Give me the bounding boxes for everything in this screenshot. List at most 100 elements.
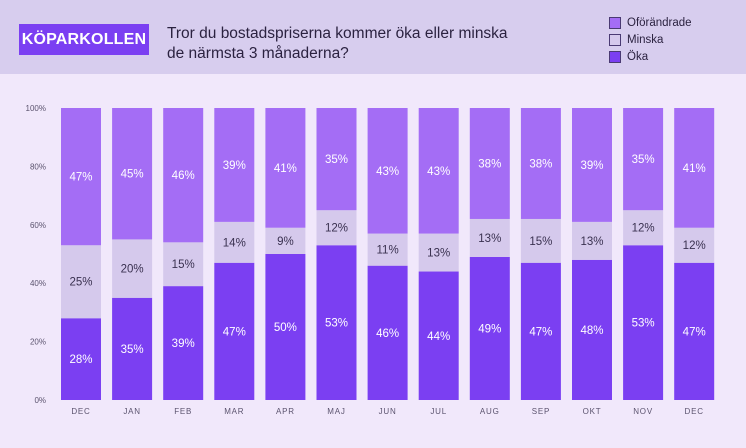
x-tick-label: APR xyxy=(276,407,295,416)
legend-swatch-minska xyxy=(609,33,621,46)
x-tick-label: MAJ xyxy=(327,407,345,416)
data-label-oforandrade: 43% xyxy=(427,166,450,178)
data-label-minska: 9% xyxy=(277,236,294,248)
bar-segment-oforandrade xyxy=(367,108,408,234)
data-label-oka: 48% xyxy=(580,325,603,337)
data-label-oka: 47% xyxy=(223,326,246,338)
bar-segment-oforandrade xyxy=(623,108,664,211)
bar-segment-oforandrade xyxy=(316,108,357,211)
x-tick-label: MAR xyxy=(224,407,244,416)
legend-label-oka: Öka xyxy=(627,50,649,63)
data-label-minska: 14% xyxy=(223,237,246,249)
bar-segment-oka xyxy=(61,318,101,400)
data-label-oforandrade: 41% xyxy=(274,163,297,175)
bar-segment-minska xyxy=(163,242,204,287)
data-label-minska: 12% xyxy=(632,223,655,235)
data-label-oka: 49% xyxy=(478,323,501,335)
y-tick-label: 60% xyxy=(30,221,46,230)
bar-segment-minska xyxy=(623,210,664,246)
data-label-oka: 35% xyxy=(121,344,144,356)
x-tick-label: JUN xyxy=(379,407,397,416)
bar-segment-minska xyxy=(214,221,255,263)
bar-segment-oka xyxy=(418,271,459,400)
data-label-oka: 50% xyxy=(274,322,297,334)
data-label-oforandrade: 47% xyxy=(69,172,92,184)
bar-segment-minska xyxy=(674,227,715,263)
data-label-oka: 46% xyxy=(376,328,399,340)
x-tick-label: DEC xyxy=(71,407,90,416)
data-label-oforandrade: 39% xyxy=(580,160,603,172)
data-label-oforandrade: 35% xyxy=(632,154,655,166)
bar-segment-minska xyxy=(572,221,612,260)
bar-segment-oka xyxy=(572,259,612,400)
x-tick-label: AUG xyxy=(480,407,500,416)
legend-swatch-oforandrade xyxy=(609,16,621,29)
legend-item-minska: Minska xyxy=(609,31,692,48)
x-tick-label: DEC xyxy=(685,407,704,416)
x-tick-label: NOV xyxy=(633,407,653,416)
bar-segment-minska xyxy=(520,218,561,263)
y-tick-label: 0% xyxy=(34,396,46,405)
legend-label-oforandrade: Oförändrade xyxy=(627,16,692,29)
y-tick-label: 80% xyxy=(30,162,46,171)
bar-segment-minska xyxy=(316,210,357,246)
data-label-minska: 11% xyxy=(377,245,399,257)
bar-segment-oka xyxy=(214,262,255,400)
legend-label-minska: Minska xyxy=(627,33,664,46)
data-label-oka: 53% xyxy=(325,318,348,330)
data-label-oka: 44% xyxy=(427,331,450,343)
data-label-minska: 13% xyxy=(580,236,603,248)
bar-segment-minska xyxy=(61,245,101,319)
bar-segment-oforandrade xyxy=(418,108,459,234)
data-label-minska: 25% xyxy=(69,277,92,289)
data-label-oforandrade: 41% xyxy=(683,163,706,175)
y-tick-label: 100% xyxy=(26,104,46,113)
bar-segment-oforandrade xyxy=(520,108,561,219)
data-label-minska: 12% xyxy=(683,240,706,252)
bar-segment-oka xyxy=(674,262,715,400)
data-label-oforandrade: 38% xyxy=(529,158,552,170)
data-label-minska: 15% xyxy=(172,259,195,271)
data-label-oforandrade: 45% xyxy=(121,169,144,181)
bar-segment-minska xyxy=(469,218,510,257)
data-label-oforandrade: 46% xyxy=(172,170,195,182)
bar-segment-oforandrade xyxy=(214,108,255,222)
chart-legend: Oförändrade Minska Öka xyxy=(609,14,692,65)
bar-segment-minska xyxy=(418,233,459,272)
bar-segment-oforandrade xyxy=(469,108,510,219)
bar-segment-oforandrade xyxy=(572,108,612,222)
data-label-oka: 28% xyxy=(69,354,92,366)
data-label-oka: 47% xyxy=(683,326,706,338)
data-label-minska: 13% xyxy=(427,248,450,260)
data-label-minska: 20% xyxy=(121,264,144,276)
header-banner: KÖPARKOLLEN Tror du bostadspriserna komm… xyxy=(0,0,746,74)
bar-segment-oka xyxy=(469,256,510,400)
bar-segment-oka xyxy=(112,297,153,400)
legend-item-oforandrade: Oförändrade xyxy=(609,14,692,31)
data-label-oforandrade: 43% xyxy=(376,166,399,178)
x-tick-label: FEB xyxy=(174,407,192,416)
x-tick-label: JAN xyxy=(123,407,141,416)
legend-item-oka: Öka xyxy=(609,48,692,65)
bar-segment-minska xyxy=(265,227,306,254)
data-label-oka: 53% xyxy=(632,318,655,330)
bar-segment-oforandrade xyxy=(61,108,101,246)
bar-segment-oka xyxy=(163,286,204,400)
x-tick-label: SEP xyxy=(532,407,550,416)
data-label-minska: 13% xyxy=(478,233,501,245)
bar-segment-oka xyxy=(623,245,664,400)
chart-title: Tror du bostadspriserna kommer öka eller… xyxy=(167,24,547,64)
bar-segment-oforandrade xyxy=(163,108,204,243)
x-tick-label: OKT xyxy=(583,407,602,416)
bar-segment-oforandrade xyxy=(674,108,715,228)
bar-segment-oka xyxy=(367,265,408,400)
y-tick-label: 40% xyxy=(30,279,46,288)
data-label-minska: 15% xyxy=(529,236,552,248)
chart-title-line-2: de närmsta 3 månaderna? xyxy=(167,45,349,62)
bar-segment-oforandrade xyxy=(265,108,306,228)
data-label-oforandrade: 39% xyxy=(223,160,246,172)
brand-logo: KÖPARKOLLEN xyxy=(19,24,149,55)
y-tick-label: 20% xyxy=(30,338,46,347)
chart-title-line-1: Tror du bostadspriserna kommer öka eller… xyxy=(167,25,508,42)
